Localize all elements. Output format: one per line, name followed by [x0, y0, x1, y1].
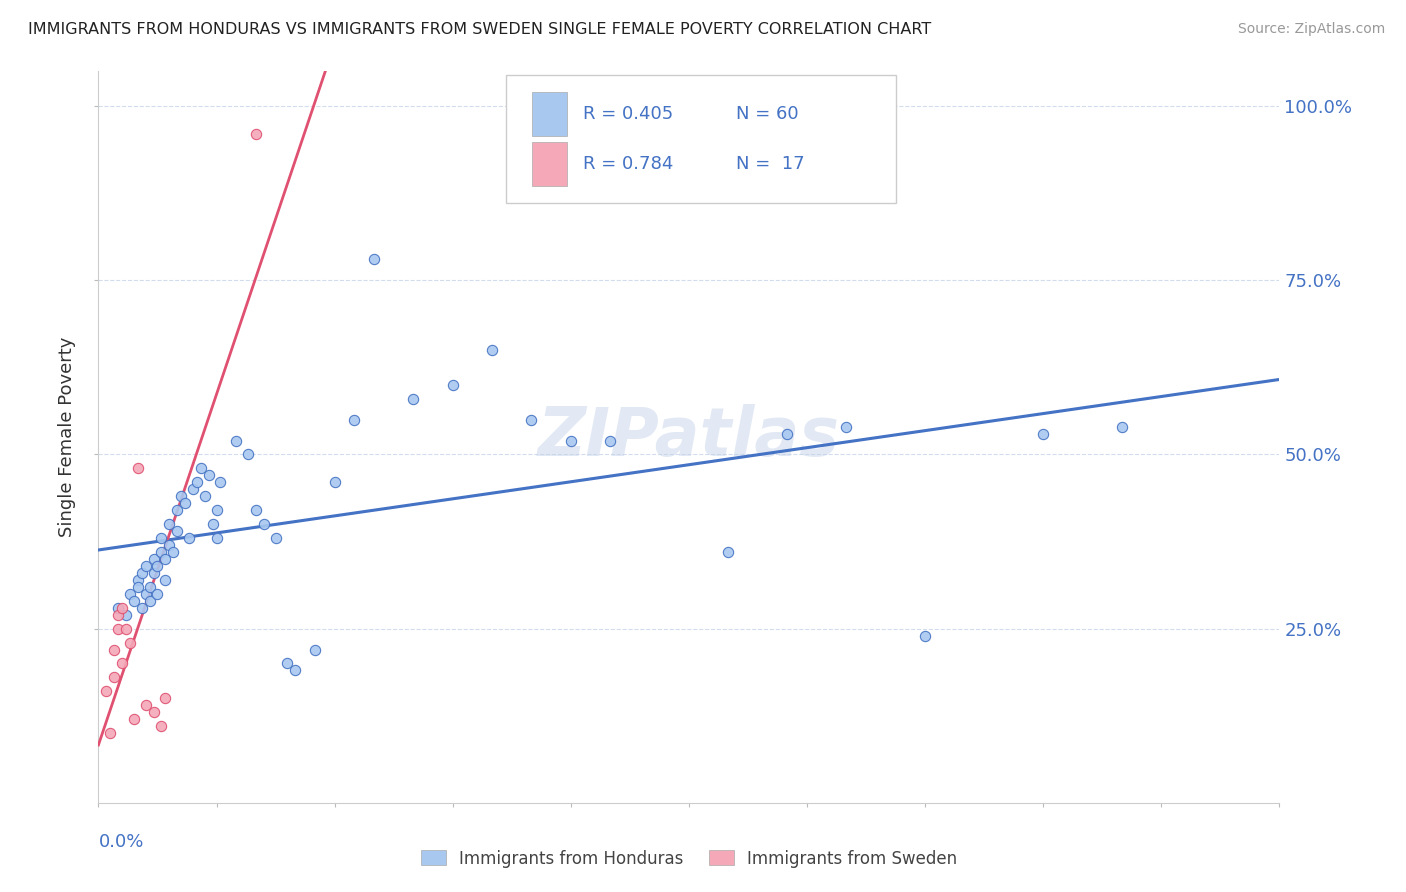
Y-axis label: Single Female Poverty: Single Female Poverty: [58, 337, 76, 537]
Point: [174, 496, 197, 510]
Point: [560, 434, 582, 448]
Point: [142, 552, 165, 566]
Point: [142, 566, 165, 580]
Point: [776, 426, 799, 441]
Legend: Immigrants from Honduras, Immigrants from Sweden: Immigrants from Honduras, Immigrants fro…: [420, 849, 957, 868]
Point: [127, 573, 149, 587]
Point: [122, 712, 145, 726]
Point: [194, 489, 217, 503]
Point: [118, 587, 141, 601]
Point: [186, 475, 208, 490]
Point: [157, 517, 180, 532]
Point: [131, 600, 153, 615]
Point: [155, 691, 177, 706]
Point: [835, 419, 858, 434]
Text: R = 0.784: R = 0.784: [582, 155, 673, 173]
FancyBboxPatch shape: [531, 92, 567, 136]
Point: [264, 531, 287, 545]
Point: [253, 517, 276, 532]
Text: N =  17: N = 17: [737, 155, 804, 173]
Point: [111, 600, 134, 615]
Point: [236, 448, 259, 462]
Point: [122, 594, 145, 608]
Text: IMMIGRANTS FROM HONDURAS VS IMMIGRANTS FROM SWEDEN SINGLE FEMALE POVERTY CORRELA: IMMIGRANTS FROM HONDURAS VS IMMIGRANTS F…: [28, 22, 931, 37]
Point: [150, 545, 173, 559]
Point: [166, 524, 188, 538]
Point: [177, 531, 200, 545]
Point: [481, 343, 503, 357]
Point: [96, 684, 118, 698]
Point: [127, 461, 149, 475]
Point: [363, 252, 385, 267]
Point: [118, 635, 141, 649]
Point: [150, 719, 173, 733]
Point: [146, 558, 169, 573]
Point: [205, 531, 228, 545]
Point: [146, 587, 169, 601]
Point: [115, 622, 138, 636]
Point: [284, 664, 307, 678]
Point: [115, 607, 138, 622]
Point: [304, 642, 326, 657]
Point: [201, 517, 224, 532]
Point: [1032, 426, 1054, 441]
Point: [914, 629, 936, 643]
Point: [170, 489, 193, 503]
Point: [166, 503, 188, 517]
Point: [276, 657, 298, 671]
Point: [225, 434, 247, 448]
Point: [402, 392, 425, 406]
Point: [135, 587, 157, 601]
Point: [197, 468, 219, 483]
Point: [245, 503, 267, 517]
Point: [107, 622, 129, 636]
Point: [107, 607, 129, 622]
Point: [127, 580, 149, 594]
Point: [190, 461, 212, 475]
Text: N = 60: N = 60: [737, 105, 799, 123]
Point: [131, 566, 153, 580]
Point: [520, 412, 543, 426]
Text: ZIPatlas: ZIPatlas: [538, 404, 839, 470]
Point: [155, 552, 177, 566]
FancyBboxPatch shape: [531, 142, 567, 186]
Text: 0.0%: 0.0%: [98, 833, 143, 851]
Point: [162, 545, 184, 559]
Point: [343, 412, 366, 426]
Point: [135, 698, 157, 713]
Point: [441, 377, 464, 392]
Text: Source: ZipAtlas.com: Source: ZipAtlas.com: [1237, 22, 1385, 37]
Point: [98, 726, 121, 740]
Point: [150, 531, 173, 545]
Point: [717, 545, 740, 559]
Point: [209, 475, 232, 490]
Point: [103, 642, 125, 657]
Point: [155, 573, 177, 587]
FancyBboxPatch shape: [506, 75, 896, 203]
Text: R = 0.405: R = 0.405: [582, 105, 673, 123]
Point: [142, 705, 165, 719]
Point: [103, 670, 125, 684]
Point: [157, 538, 180, 552]
Point: [245, 127, 267, 141]
Point: [181, 483, 204, 497]
Point: [107, 600, 129, 615]
Point: [135, 558, 157, 573]
Point: [138, 594, 160, 608]
Point: [323, 475, 346, 490]
Point: [138, 580, 160, 594]
Point: [1111, 419, 1133, 434]
Point: [111, 657, 134, 671]
Point: [599, 434, 621, 448]
Point: [205, 503, 228, 517]
